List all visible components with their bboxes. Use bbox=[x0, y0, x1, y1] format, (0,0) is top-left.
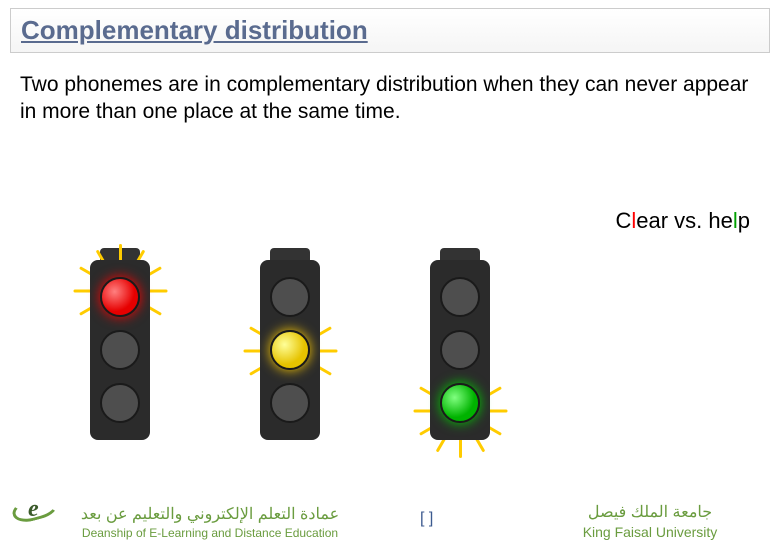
logo: e bbox=[10, 490, 60, 530]
university-arabic: جامعة الملك فيصل bbox=[550, 502, 750, 522]
lamp-yellow-on bbox=[270, 330, 310, 370]
lamp-off bbox=[270, 277, 310, 317]
title-bar: Complementary distribution bbox=[10, 8, 770, 53]
footer-deanship: عمادة التعلم الإلكتروني والتعليم عن بعد … bbox=[70, 504, 350, 540]
definition-text: Two phonemes are in complementary distri… bbox=[20, 71, 760, 126]
university-english: King Faisal University bbox=[550, 524, 750, 540]
example-word1-end: ear bbox=[636, 208, 668, 233]
example-vs: vs. bbox=[668, 208, 708, 233]
example-word2-start: he bbox=[708, 208, 732, 233]
page-title: Complementary distribution bbox=[21, 15, 368, 45]
lamp-off bbox=[440, 277, 480, 317]
light-housing bbox=[260, 260, 320, 440]
lamp-off bbox=[100, 383, 140, 423]
lamp-red-on bbox=[100, 277, 140, 317]
footer-page-brackets: [ ] bbox=[420, 510, 433, 528]
footer: e عمادة التعلم الإلكتروني والتعليم عن بع… bbox=[0, 478, 780, 548]
example-text: Clear vs. help bbox=[615, 208, 750, 234]
light-housing bbox=[90, 260, 150, 440]
light-housing bbox=[430, 260, 490, 440]
deanship-english: Deanship of E-Learning and Distance Educ… bbox=[70, 526, 350, 540]
example-word1-start: C bbox=[615, 208, 631, 233]
lamp-green-on bbox=[440, 383, 480, 423]
deanship-arabic: عمادة التعلم الإلكتروني والتعليم عن بعد bbox=[70, 504, 350, 524]
traffic-light-green bbox=[400, 248, 520, 488]
traffic-light-red bbox=[60, 248, 180, 488]
traffic-lights-row bbox=[60, 248, 520, 488]
lamp-off bbox=[100, 330, 140, 370]
example-word2-end: p bbox=[738, 208, 750, 233]
lamp-off bbox=[270, 383, 310, 423]
logo-e-icon: e bbox=[28, 496, 39, 523]
traffic-light-yellow bbox=[230, 248, 350, 488]
footer-university: جامعة الملك فيصل King Faisal University bbox=[550, 502, 750, 540]
lamp-off bbox=[440, 330, 480, 370]
